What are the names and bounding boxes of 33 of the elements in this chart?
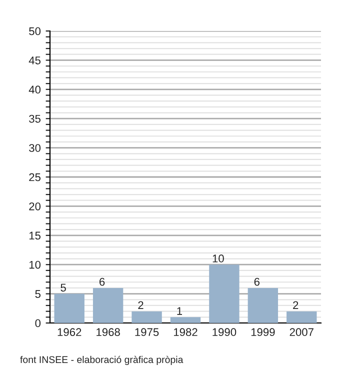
x-tick-label: 1982	[174, 328, 198, 336]
bar	[286, 311, 317, 323]
y-tick-label: 15	[29, 232, 41, 240]
y-tick-label: 50	[29, 27, 41, 36]
y-tick-label: 35	[29, 114, 41, 123]
x-tick-label: 1990	[212, 328, 236, 336]
data-label: 6	[254, 278, 260, 286]
data-label: 6	[100, 278, 105, 286]
bar	[54, 294, 84, 323]
x-tick-label: 1968	[96, 328, 120, 336]
data-label: 5	[60, 284, 66, 292]
bar	[132, 311, 162, 323]
y-tick-label: 5	[35, 290, 41, 298]
bar	[248, 288, 278, 323]
y-tick-label: 20	[29, 202, 41, 210]
data-label: 1	[177, 307, 182, 315]
x-tick-label: 1999	[251, 328, 275, 336]
bar	[170, 317, 201, 323]
y-tick-label: 30	[29, 144, 41, 152]
x-tick-label: 2007	[290, 328, 314, 336]
y-tick-label: 45	[28, 56, 41, 64]
data-label: 10	[212, 254, 224, 262]
data-label: 2	[138, 301, 144, 310]
y-tick-label: 25	[29, 173, 41, 182]
bar	[209, 264, 240, 323]
x-tick-label: 1975	[135, 328, 159, 336]
text: font INSEE - elaboració gràfica pròpia	[20, 356, 184, 365]
x-tick-label: 1962	[58, 328, 82, 336]
bar	[92, 288, 124, 323]
y-tick-label: 10	[29, 260, 41, 269]
data-label: 2	[293, 301, 298, 310]
y-tick-label: 40	[28, 86, 41, 94]
y-tick-label: 0	[35, 319, 41, 328]
